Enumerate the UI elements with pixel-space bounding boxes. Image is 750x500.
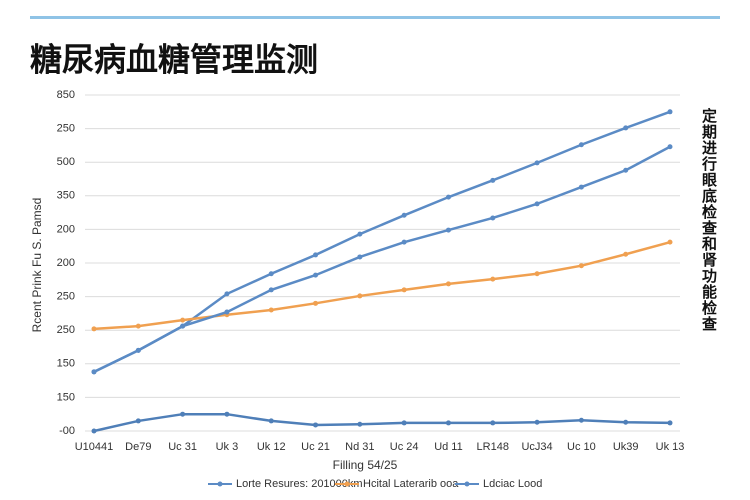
point <box>534 271 540 277</box>
point <box>357 254 363 260</box>
point <box>135 418 141 424</box>
point <box>224 309 230 315</box>
point <box>268 271 274 277</box>
point <box>91 428 97 434</box>
point <box>357 231 363 237</box>
point <box>268 307 274 313</box>
x-tick-label: Nd 31 <box>345 441 374 453</box>
point <box>667 109 673 115</box>
x-tick-label: Uc 21 <box>301 441 330 453</box>
point <box>623 419 629 425</box>
legend-label: Lorte Resures: 201000km <box>236 478 363 490</box>
point <box>313 252 319 258</box>
legend-marker <box>344 481 350 487</box>
y-tick-label: 200 <box>57 257 75 269</box>
x-axis-label: Filling 54/25 <box>333 458 398 472</box>
x-tick-label: Uk 13 <box>656 441 685 453</box>
x-tick-label: Uk 12 <box>257 441 286 453</box>
point <box>445 227 451 233</box>
y-tick-label: 350 <box>57 190 75 202</box>
point <box>623 251 629 257</box>
series-line <box>93 240 671 331</box>
point <box>578 142 584 148</box>
x-tick-label: Uk 3 <box>216 441 239 453</box>
x-tick-label: Ud 11 <box>434 441 463 453</box>
point <box>623 125 629 131</box>
point <box>445 194 451 200</box>
point <box>313 300 319 306</box>
y-tick-label: 200 <box>57 223 75 235</box>
point <box>578 417 584 423</box>
point <box>268 287 274 293</box>
point <box>313 272 319 278</box>
series-line <box>93 145 671 373</box>
point <box>91 326 97 332</box>
x-tick-label: Uc 10 <box>567 441 596 453</box>
point <box>490 177 496 183</box>
point <box>623 167 629 173</box>
y-tick-label: 150 <box>57 358 75 370</box>
point <box>91 369 97 375</box>
legend-marker <box>464 481 470 487</box>
point <box>534 201 540 207</box>
point <box>180 317 186 323</box>
x-tick-label: U10441 <box>75 441 114 453</box>
point <box>534 419 540 425</box>
y-axis-label: Rcent Prink Fu S. Pamsd <box>30 198 44 333</box>
legend-label: Hcital Laterarib ooa <box>363 478 459 490</box>
point <box>224 291 230 297</box>
point <box>534 160 540 166</box>
point <box>135 323 141 329</box>
point <box>445 420 451 426</box>
point <box>180 411 186 417</box>
point <box>401 287 407 293</box>
point <box>490 276 496 282</box>
point <box>401 212 407 218</box>
x-tick-label: LR148 <box>477 441 509 453</box>
point <box>667 420 673 426</box>
point <box>135 347 141 353</box>
side-note: 定期进行眼底检查和肾功能检查 <box>700 108 717 332</box>
x-tick-label: De79 <box>125 441 151 453</box>
point <box>357 293 363 299</box>
point <box>490 215 496 221</box>
y-tick-label: 250 <box>57 291 75 303</box>
point <box>224 411 230 417</box>
top-rule <box>30 16 720 19</box>
series-line <box>93 110 671 373</box>
x-tick-label: Uc 31 <box>168 441 197 453</box>
chart-title: 糖尿病血糖管理监测 <box>30 41 318 77</box>
point <box>268 418 274 424</box>
y-tick-label: 250 <box>57 123 75 135</box>
y-tick-label: 500 <box>57 156 75 168</box>
y-tick-label: -00 <box>59 425 75 437</box>
point <box>357 421 363 427</box>
point <box>401 239 407 245</box>
point <box>578 263 584 269</box>
legend-label: Ldciac Lood <box>483 478 542 490</box>
point <box>401 420 407 426</box>
y-tick-label: 150 <box>57 391 75 403</box>
point <box>180 323 186 329</box>
x-tick-label: Uk39 <box>613 441 639 453</box>
point <box>578 184 584 190</box>
x-tick-label: Uc 24 <box>390 441 419 453</box>
point <box>445 281 451 287</box>
legend-marker <box>217 481 223 487</box>
x-tick-label: UcJ34 <box>521 441 552 453</box>
point <box>313 422 319 428</box>
point <box>490 420 496 426</box>
y-tick-label: 850 <box>57 89 75 101</box>
point <box>667 239 673 245</box>
series-line <box>93 412 671 433</box>
y-tick-label: 250 <box>57 324 75 336</box>
point <box>667 144 673 150</box>
